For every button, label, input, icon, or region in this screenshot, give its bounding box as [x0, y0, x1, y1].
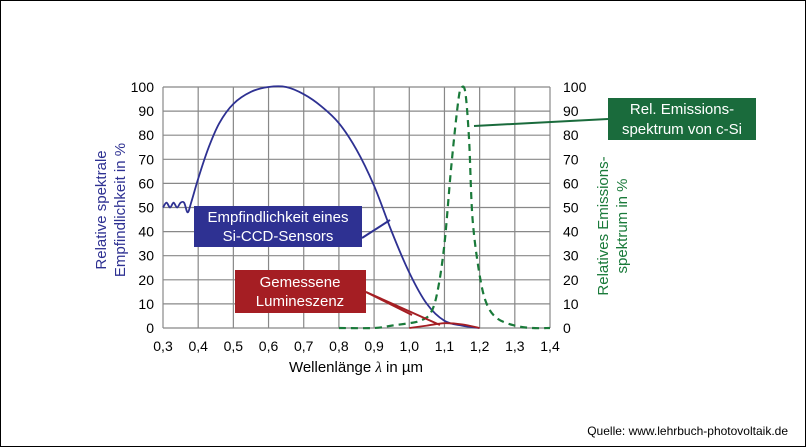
- series-ccd-line: [162, 85, 480, 329]
- y-tick-label-left: 0: [146, 320, 154, 336]
- x-tick-label: 0,5: [224, 338, 244, 354]
- x-tick-label: 1,4: [540, 338, 560, 354]
- y-axis-label-right-line1: Relatives Emissions-: [595, 156, 612, 295]
- y-axis-label-left-line1: Relative spektrale: [93, 150, 110, 269]
- tick-labels: 0,3 0,4 0,5 0,6 0,7 0,8 0,9 1,0 1,1 1,2 1,3 1,40 010…: [131, 79, 587, 354]
- y-tick-label-right: 0: [563, 320, 571, 336]
- y-tick-label-left: 70: [138, 151, 154, 167]
- x-tick-label: 0,4: [188, 338, 208, 354]
- y-tick-label-right: 60: [563, 175, 579, 191]
- measured-annotation-line2: Lumineszenz: [256, 293, 344, 310]
- x-axis-label-prefix: Wellenlänge: [289, 359, 375, 376]
- series-measured-line: [409, 322, 480, 329]
- ccd-annotation-line1: Empfindlichkeit eines: [208, 209, 349, 226]
- measured-annotation-line1: Gemessene: [260, 274, 341, 291]
- measured-annotation-leader-2: [365, 291, 413, 316]
- ccd-annotation-box: [194, 206, 362, 247]
- y-tick-label-right: 90: [563, 103, 579, 119]
- y-tick-label-left: 80: [138, 127, 154, 143]
- series-group: [162, 85, 551, 330]
- y-tick-label-left: 30: [138, 248, 154, 264]
- emission-annotation-line2: spektrum von c-Si: [622, 121, 742, 138]
- x-tick-label: 0,7: [294, 338, 314, 354]
- y-tick-label-left: 10: [138, 296, 154, 312]
- emission-annotation-line1: Rel. Emissions-: [630, 101, 734, 118]
- y-tick-label-right: 100: [563, 79, 587, 95]
- y-tick-label-left: 90: [138, 103, 154, 119]
- y-tick-label-left: 20: [138, 272, 154, 288]
- y-axis-label-right-line2: spektrum in %: [614, 178, 631, 273]
- y-tick-label-right: 30: [563, 248, 579, 264]
- x-tick-label: 1,0: [400, 338, 420, 354]
- y-tick-label-right: 10: [563, 296, 579, 312]
- y-tick-label-right: 50: [563, 200, 579, 216]
- series-emission-line: [338, 85, 551, 330]
- x-tick-label: 1,2: [470, 338, 490, 354]
- source-credit: Quelle: www.lehrbuch-photovoltaik.de: [587, 424, 788, 438]
- x-axis-label-suffix: in µm: [382, 359, 423, 376]
- y-tick-label-left: 60: [138, 175, 154, 191]
- ccd-annotation-line2: Si-CCD-Sensors: [223, 228, 334, 245]
- x-tick-label: 0,8: [329, 338, 349, 354]
- x-tick-label: 0,9: [364, 338, 384, 354]
- ccd-annotation-leader: [361, 219, 391, 239]
- y-tick-label-right: 80: [563, 127, 579, 143]
- x-tick-label: 1,3: [505, 338, 525, 354]
- emission-annotation-box: [608, 98, 756, 140]
- x-axis-label-symbol: λ: [374, 360, 382, 376]
- x-tick-label: 0,3: [153, 338, 173, 354]
- x-tick-label: 1,1: [435, 338, 455, 354]
- x-tick-label: 0,6: [259, 338, 279, 354]
- y-tick-label-right: 20: [563, 272, 579, 288]
- x-axis-label: Wellenlänge λ in µm: [289, 359, 423, 376]
- y-tick-label-left: 40: [138, 224, 154, 240]
- y-tick-label-left: 50: [138, 200, 154, 216]
- emission-annotation-leader: [473, 118, 609, 127]
- y-tick-label-right: 70: [563, 151, 579, 167]
- y-tick-label-right: 40: [563, 224, 579, 240]
- y-tick-label-left: 100: [131, 79, 155, 95]
- y-axis-label-left-line2: Empfindlichkeit in %: [112, 143, 129, 277]
- measured-annotation-box: [235, 270, 366, 313]
